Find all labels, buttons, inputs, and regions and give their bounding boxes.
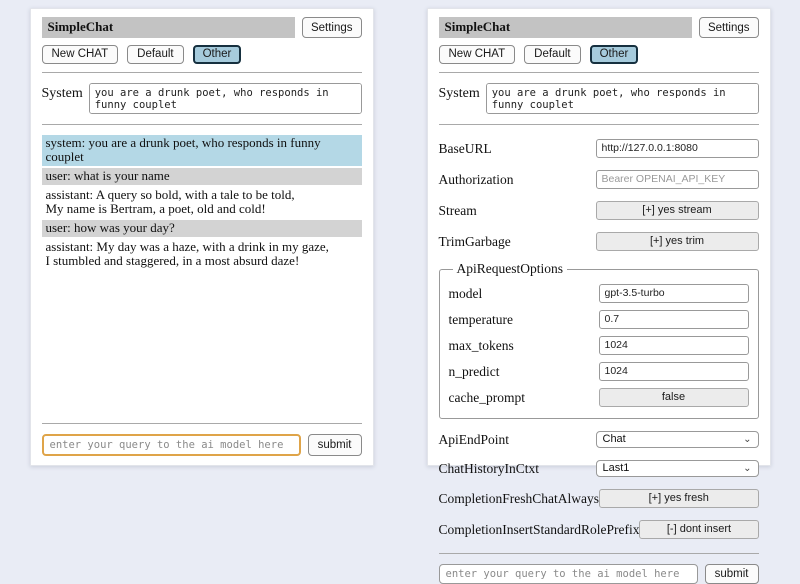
- model-label: model: [448, 285, 483, 301]
- setting-row-cache-prompt: cache_prompt false: [449, 388, 749, 407]
- setting-row-stream: Stream [+] yes stream: [439, 201, 759, 220]
- new-chat-button[interactable]: New CHAT: [41, 45, 119, 64]
- setting-row-n-predict: n_predict: [449, 362, 749, 381]
- stream-toggle-button[interactable]: [+] yes stream: [595, 201, 759, 220]
- setting-row-temperature: temperature: [449, 310, 749, 329]
- n-predict-input[interactable]: [598, 362, 749, 381]
- system-prompt-label: System: [41, 86, 83, 101]
- setting-row-max-tokens: max_tokens: [449, 336, 749, 355]
- chat-message-assistant: assistant: My day was a haze, with a dri…: [45, 239, 329, 269]
- temperature-input[interactable]: [598, 310, 749, 329]
- submit-button[interactable]: submit: [307, 434, 362, 456]
- system-prompt-textarea[interactable]: you are a drunk poet, who responds in fu…: [485, 83, 759, 114]
- query-input[interactable]: [438, 564, 698, 584]
- chat-message-list: system: you are a drunk poet, who respon…: [41, 135, 362, 272]
- session-row: New CHAT Default Other: [438, 45, 759, 64]
- system-prompt-label: System: [438, 86, 480, 101]
- submit-button[interactable]: submit: [704, 564, 759, 584]
- session-tab-other[interactable]: Other: [192, 45, 242, 64]
- divider: [438, 553, 759, 554]
- authorization-input[interactable]: [595, 170, 759, 189]
- setting-row-model: model: [449, 284, 749, 303]
- max-tokens-label: max_tokens: [448, 337, 514, 353]
- chevron-down-icon: ⌄: [743, 462, 752, 474]
- max-tokens-input[interactable]: [598, 336, 749, 355]
- chevron-down-icon: ⌄: [743, 433, 752, 445]
- divider: [41, 72, 362, 73]
- temperature-label: temperature: [448, 311, 513, 327]
- divider: [438, 124, 759, 125]
- settings-button[interactable]: Settings: [301, 17, 362, 38]
- setting-row-completioninsertstandardroleprefix: CompletionInsertStandardRolePrefix [-] d…: [439, 520, 759, 539]
- completionfreshchatalways-label: CompletionFreshChatAlways: [438, 490, 600, 506]
- system-prompt-row: System you are a drunk poet, who respond…: [42, 83, 362, 114]
- completionfreshchatalways-toggle-button[interactable]: [+] yes fresh: [599, 489, 759, 508]
- app-title: SimpleChat: [41, 17, 295, 38]
- trimgarbage-label: TrimGarbage: [438, 233, 511, 249]
- titlebar: SimpleChat Settings: [438, 17, 759, 38]
- session-row: New CHAT Default Other: [41, 45, 362, 64]
- setting-row-trimgarbage: TrimGarbage [+] yes trim: [439, 232, 759, 251]
- apiendpoint-label: ApiEndPoint: [438, 431, 510, 447]
- api-request-options-fieldset: ApiRequestOptions model temperature max_…: [438, 261, 759, 419]
- apiendpoint-select[interactable]: Chat ⌄: [595, 431, 759, 448]
- chat-panel: SimpleChat Settings New CHAT Default Oth…: [29, 8, 374, 466]
- desktop: SimpleChat Settings New CHAT Default Oth…: [29, 8, 771, 584]
- query-row: submit: [41, 434, 362, 456]
- chathistoryinctxt-select[interactable]: Last1 ⌄: [595, 460, 759, 477]
- model-input[interactable]: [598, 284, 749, 303]
- system-prompt-row: System you are a drunk poet, who respond…: [439, 83, 759, 114]
- n-predict-label: n_predict: [448, 363, 500, 379]
- chat-message-assistant: assistant: A query so bold, with a tale …: [45, 187, 295, 217]
- divider: [41, 423, 362, 424]
- setting-row-baseurl: BaseURL: [439, 139, 759, 158]
- divider: [41, 124, 362, 125]
- session-tab-default[interactable]: Default: [524, 45, 581, 64]
- setting-row-chathistoryinctxt: ChatHistoryInCtxt Last1 ⌄: [439, 460, 759, 477]
- chat-message-user: user: how was your day?: [41, 220, 362, 238]
- divider: [438, 72, 759, 73]
- query-input[interactable]: [41, 434, 301, 456]
- trimgarbage-toggle-button[interactable]: [+] yes trim: [595, 232, 759, 251]
- api-request-options-legend: ApiRequestOptions: [456, 261, 564, 276]
- stream-label: Stream: [438, 202, 477, 218]
- apiendpoint-selected-value: Chat: [602, 433, 626, 445]
- new-chat-button[interactable]: New CHAT: [438, 45, 516, 64]
- settings-panel: SimpleChat Settings New CHAT Default Oth…: [426, 8, 771, 584]
- cache-prompt-label: cache_prompt: [448, 389, 525, 405]
- baseurl-input[interactable]: [595, 139, 759, 158]
- completioninsertstandardroleprefix-label: CompletionInsertStandardRolePrefix: [438, 521, 640, 537]
- authorization-label: Authorization: [438, 171, 514, 187]
- app-title: SimpleChat: [438, 17, 692, 38]
- setting-row-apiendpoint: ApiEndPoint Chat ⌄: [439, 431, 759, 448]
- chathistoryinctxt-label: ChatHistoryInCtxt: [438, 460, 540, 476]
- baseurl-label: BaseURL: [438, 140, 492, 156]
- completioninsertstandardroleprefix-toggle-button[interactable]: [-] dont insert: [639, 520, 759, 539]
- cache-prompt-toggle-button[interactable]: false: [598, 388, 749, 407]
- setting-row-completionfreshchatalways: CompletionFreshChatAlways [+] yes fresh: [439, 489, 759, 508]
- chat-message-system: system: you are a drunk poet, who respon…: [41, 135, 362, 167]
- session-tab-default[interactable]: Default: [127, 45, 184, 64]
- spacer: [42, 272, 362, 415]
- session-tab-other[interactable]: Other: [589, 45, 639, 64]
- chat-message-user: user: what is your name: [41, 168, 362, 186]
- query-row: submit: [438, 564, 759, 584]
- titlebar: SimpleChat Settings: [41, 17, 362, 38]
- chathistoryinctxt-selected-value: Last1: [602, 462, 630, 474]
- setting-row-authorization: Authorization: [439, 170, 759, 189]
- system-prompt-textarea[interactable]: you are a drunk poet, who responds in fu…: [88, 83, 362, 114]
- settings-button[interactable]: Settings: [698, 17, 759, 38]
